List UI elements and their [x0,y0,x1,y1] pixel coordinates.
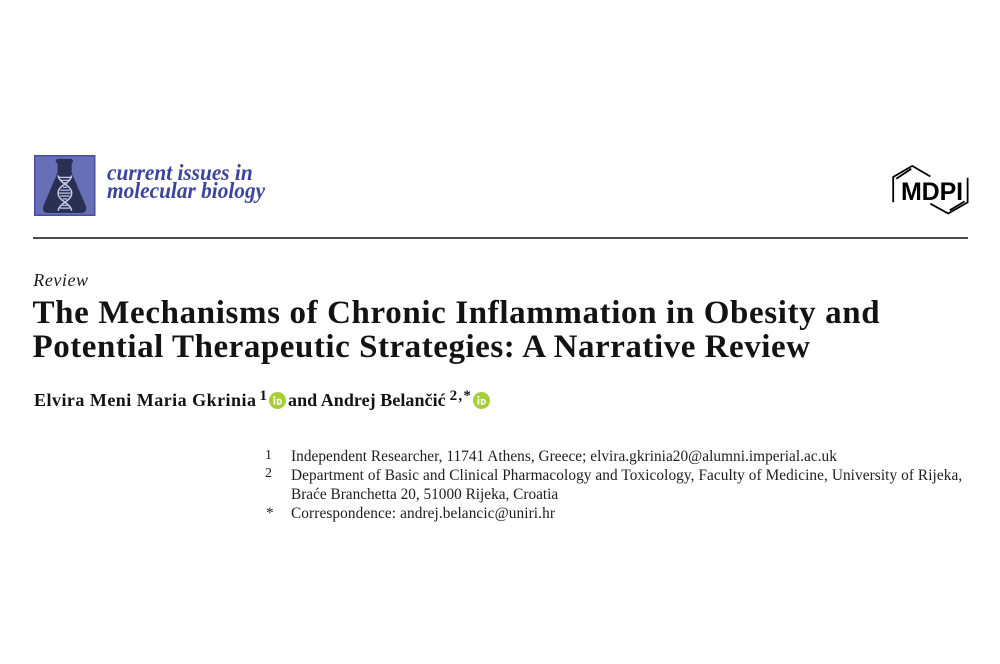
svg-text:MDPI: MDPI [901,178,963,206]
